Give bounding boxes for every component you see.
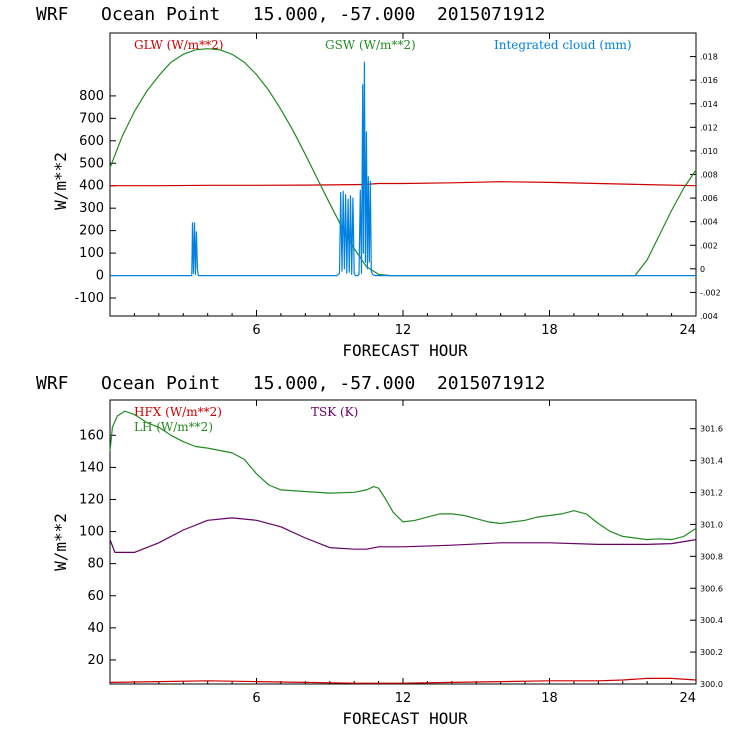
y-tick-label: 80 [87,557,104,572]
y2-tick-label: 301.6 [700,425,723,434]
y2-tick-label: .004 [700,218,718,227]
x-axis-label: FORECAST HOUR [342,709,468,728]
y-tick-label: 100 [79,246,104,261]
x-tick-label: 24 [679,323,696,338]
series-group [109,48,697,277]
y2-tick-label: .004 [700,312,718,321]
y2-tick-label: .016 [700,76,718,85]
series-glw-line [110,181,697,187]
y2-ticks: .004 -.002 0 .002 .004 .006 .008 .010 .012 .014 .0… [690,53,721,321]
x-tick-label: 18 [541,691,558,706]
y-axis-label: W/m**2 [51,513,70,571]
chart-panel-radiation: WRF Ocean Point 15.000, -57.000 20150719… [36,4,721,360]
y2-tick-label: 300.4 [700,616,723,625]
legend-gsw: GSW (W/m**2) [325,38,416,52]
y-tick-label: 800 [79,89,104,104]
y-tick-label: 600 [79,134,104,149]
y-ticks: -100 0 100 200 300 400 500 600 700 800 [74,89,116,306]
y-tick-label: 120 [79,492,104,507]
y2-tick-label: 300.8 [700,552,723,561]
y2-tick-label: .002 [700,241,718,250]
x-ticks: 6 12 18 24 [133,33,697,338]
legend-integrated-cloud: Integrated cloud (mm) [494,38,632,52]
y-tick-label: 400 [79,179,104,194]
y2-tick-label: 301.2 [700,489,723,498]
y2-tick-label: .006 [700,194,718,203]
chart-panel-fluxes: WRF Ocean Point 15.000, -57.000 20150719… [36,373,723,728]
y-tick-label: 0 [96,269,104,284]
y2-tick-label: .010 [700,147,718,156]
y2-tick-label: 301.0 [700,520,723,529]
series-tsk-line [109,517,697,554]
plot-frame [109,399,697,685]
y2-tick-label: 0 [700,265,705,274]
y-tick-label: 300 [79,201,104,216]
series-integrated-line [110,61,696,277]
y2-tick-label: .014 [700,100,718,109]
y2-tick-label: 301.4 [700,457,723,466]
y-tick-label: 200 [79,224,104,239]
y-tick-label: 160 [79,428,104,443]
y2-tick-label: -.002 [700,288,721,297]
y-tick-label: 60 [87,589,104,604]
y-tick-label: 40 [87,621,104,636]
x-tick-label: 12 [395,323,412,338]
legend-glw: GLW (W/m**2) [134,38,223,52]
y2-tick-label: 300.0 [700,680,723,689]
legend-lh: LH (W/m**2) [134,420,213,434]
chart-title: WRF Ocean Point 15.000, -57.000 20150719… [36,4,545,25]
y-tick-label: 700 [79,111,104,126]
y-tick-label: 140 [79,460,104,475]
x-tick-label: 18 [541,323,558,338]
x-tick-label: 6 [252,323,260,338]
chart-title: WRF Ocean Point 15.000, -57.000 20150719… [36,373,545,394]
series-hfx-line [109,677,697,684]
legend-tsk: TSK (K) [311,405,358,419]
series-group [109,410,697,684]
y-axis-label: W/m**2 [51,152,70,210]
x-tick-label: 6 [252,691,260,706]
series-lh-line [109,410,697,541]
y2-tick-label: .012 [700,123,718,132]
series-gsw-line [109,48,697,277]
y-tick-label: 100 [79,525,104,540]
y2-tick-label: 300.2 [700,648,723,657]
y-tick-label: 20 [87,653,104,668]
y-ticks: 20 40 60 80 100 120 140 160 [79,428,116,668]
x-tick-label: 12 [395,691,412,706]
x-axis-label: FORECAST HOUR [342,341,468,360]
x-ticks: 6 12 18 24 [133,400,697,706]
x-tick-label: 24 [679,691,696,706]
y-tick-label: -100 [74,291,104,306]
y2-tick-label: .018 [700,53,718,62]
y2-tick-label: 300.6 [700,584,723,593]
legend-hfx: HFX (W/m**2) [134,405,222,419]
y-tick-label: 500 [79,156,104,171]
y2-tick-label: .008 [700,171,718,180]
y2-ticks: 300.0 300.2 300.4 300.6 300.8 301.0 301.2 301.4… [690,425,723,689]
